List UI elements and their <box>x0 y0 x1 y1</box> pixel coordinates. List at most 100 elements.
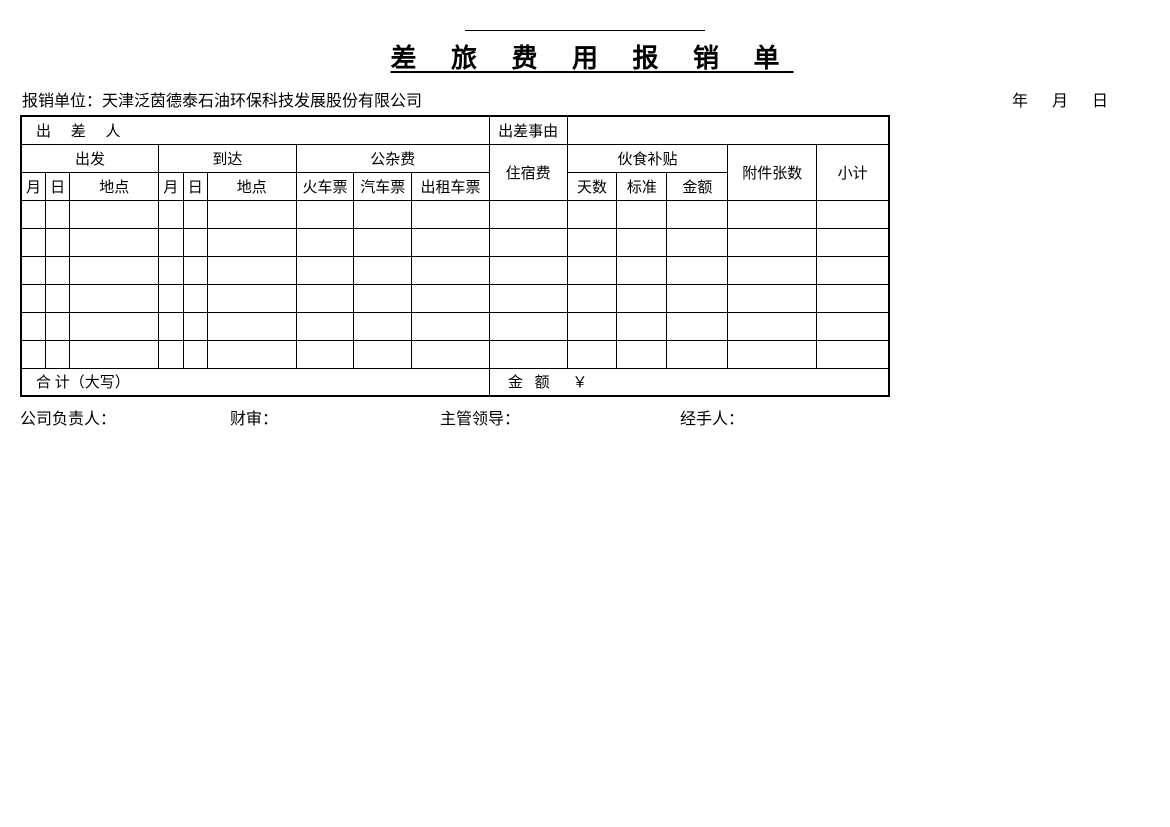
table-cell[interactable] <box>617 340 667 368</box>
table-cell[interactable] <box>817 256 889 284</box>
table-cell[interactable] <box>354 340 412 368</box>
table-cell[interactable] <box>207 256 296 284</box>
traveler-label: 出 差 人 <box>21 116 489 144</box>
table-cell[interactable] <box>817 228 889 256</box>
table-cell[interactable] <box>207 340 296 368</box>
table-cell[interactable] <box>489 256 567 284</box>
table-cell[interactable] <box>21 256 45 284</box>
table-cell[interactable] <box>183 284 207 312</box>
table-cell[interactable] <box>207 228 296 256</box>
table-cell[interactable] <box>70 284 159 312</box>
table-cell[interactable] <box>45 284 69 312</box>
table-cell[interactable] <box>45 228 69 256</box>
table-cell[interactable] <box>728 200 817 228</box>
table-cell[interactable] <box>21 200 45 228</box>
table-cell[interactable] <box>70 200 159 228</box>
table-cell[interactable] <box>159 228 183 256</box>
table-cell[interactable] <box>567 340 617 368</box>
table-cell[interactable] <box>567 256 617 284</box>
table-row <box>21 284 889 312</box>
table-cell[interactable] <box>817 284 889 312</box>
table-cell[interactable] <box>412 256 490 284</box>
table-cell[interactable] <box>296 312 354 340</box>
table-cell[interactable] <box>412 200 490 228</box>
table-cell[interactable] <box>159 256 183 284</box>
table-cell[interactable] <box>207 200 296 228</box>
arrive-label: 到达 <box>159 144 297 172</box>
table-cell[interactable] <box>412 340 490 368</box>
table-cell[interactable] <box>489 312 567 340</box>
table-cell[interactable] <box>183 200 207 228</box>
table-cell[interactable] <box>354 256 412 284</box>
table-cell[interactable] <box>354 228 412 256</box>
table-cell[interactable] <box>183 228 207 256</box>
attach-label: 附件张数 <box>728 144 817 200</box>
table-cell[interactable] <box>296 340 354 368</box>
table-cell[interactable] <box>728 284 817 312</box>
table-cell[interactable] <box>567 228 617 256</box>
table-cell[interactable] <box>296 228 354 256</box>
table-cell[interactable] <box>728 228 817 256</box>
table-cell[interactable] <box>489 340 567 368</box>
table-cell[interactable] <box>412 228 490 256</box>
table-cell[interactable] <box>667 284 728 312</box>
table-cell[interactable] <box>21 312 45 340</box>
table-cell[interactable] <box>817 340 889 368</box>
col-days: 天数 <box>567 172 617 200</box>
table-cell[interactable] <box>159 312 183 340</box>
table-cell[interactable] <box>817 312 889 340</box>
table-cell[interactable] <box>183 340 207 368</box>
table-cell[interactable] <box>728 256 817 284</box>
table-cell[interactable] <box>21 284 45 312</box>
col-bus: 汽车票 <box>354 172 412 200</box>
table-cell[interactable] <box>159 284 183 312</box>
table-cell[interactable] <box>70 256 159 284</box>
table-cell[interactable] <box>45 312 69 340</box>
table-cell[interactable] <box>567 312 617 340</box>
table-cell[interactable] <box>354 200 412 228</box>
table-cell[interactable] <box>21 228 45 256</box>
table-cell[interactable] <box>667 256 728 284</box>
table-cell[interactable] <box>70 340 159 368</box>
table-cell[interactable] <box>296 284 354 312</box>
table-cell[interactable] <box>667 228 728 256</box>
table-cell[interactable] <box>667 312 728 340</box>
table-cell[interactable] <box>617 200 667 228</box>
table-cell[interactable] <box>21 340 45 368</box>
table-cell[interactable] <box>489 200 567 228</box>
table-cell[interactable] <box>70 228 159 256</box>
table-cell[interactable] <box>45 340 69 368</box>
table-cell[interactable] <box>412 284 490 312</box>
table-cell[interactable] <box>489 284 567 312</box>
row-total: 合 计（大写） 金 额 ￥ <box>21 368 889 396</box>
table-cell[interactable] <box>412 312 490 340</box>
table-cell[interactable] <box>70 312 159 340</box>
table-cell[interactable] <box>159 200 183 228</box>
table-cell[interactable] <box>354 312 412 340</box>
table-cell[interactable] <box>817 200 889 228</box>
table-cell[interactable] <box>183 312 207 340</box>
table-cell[interactable] <box>296 256 354 284</box>
table-cell[interactable] <box>728 312 817 340</box>
table-cell[interactable] <box>45 200 69 228</box>
table-cell[interactable] <box>207 312 296 340</box>
table-cell[interactable] <box>489 228 567 256</box>
table-cell[interactable] <box>354 284 412 312</box>
table-cell[interactable] <box>667 340 728 368</box>
table-cell[interactable] <box>617 256 667 284</box>
table-cell[interactable] <box>667 200 728 228</box>
table-cell[interactable] <box>45 256 69 284</box>
table-cell[interactable] <box>567 284 617 312</box>
table-cell[interactable] <box>617 284 667 312</box>
table-cell[interactable] <box>207 284 296 312</box>
table-cell[interactable] <box>567 200 617 228</box>
table-cell[interactable] <box>296 200 354 228</box>
table-cell[interactable] <box>617 228 667 256</box>
table-cell[interactable] <box>617 312 667 340</box>
col-depart-day: 日 <box>45 172 69 200</box>
table-cell[interactable] <box>159 340 183 368</box>
table-cell[interactable] <box>728 340 817 368</box>
reason-value[interactable] <box>567 116 889 144</box>
table-cell[interactable] <box>183 256 207 284</box>
depart-label: 出发 <box>21 144 159 172</box>
